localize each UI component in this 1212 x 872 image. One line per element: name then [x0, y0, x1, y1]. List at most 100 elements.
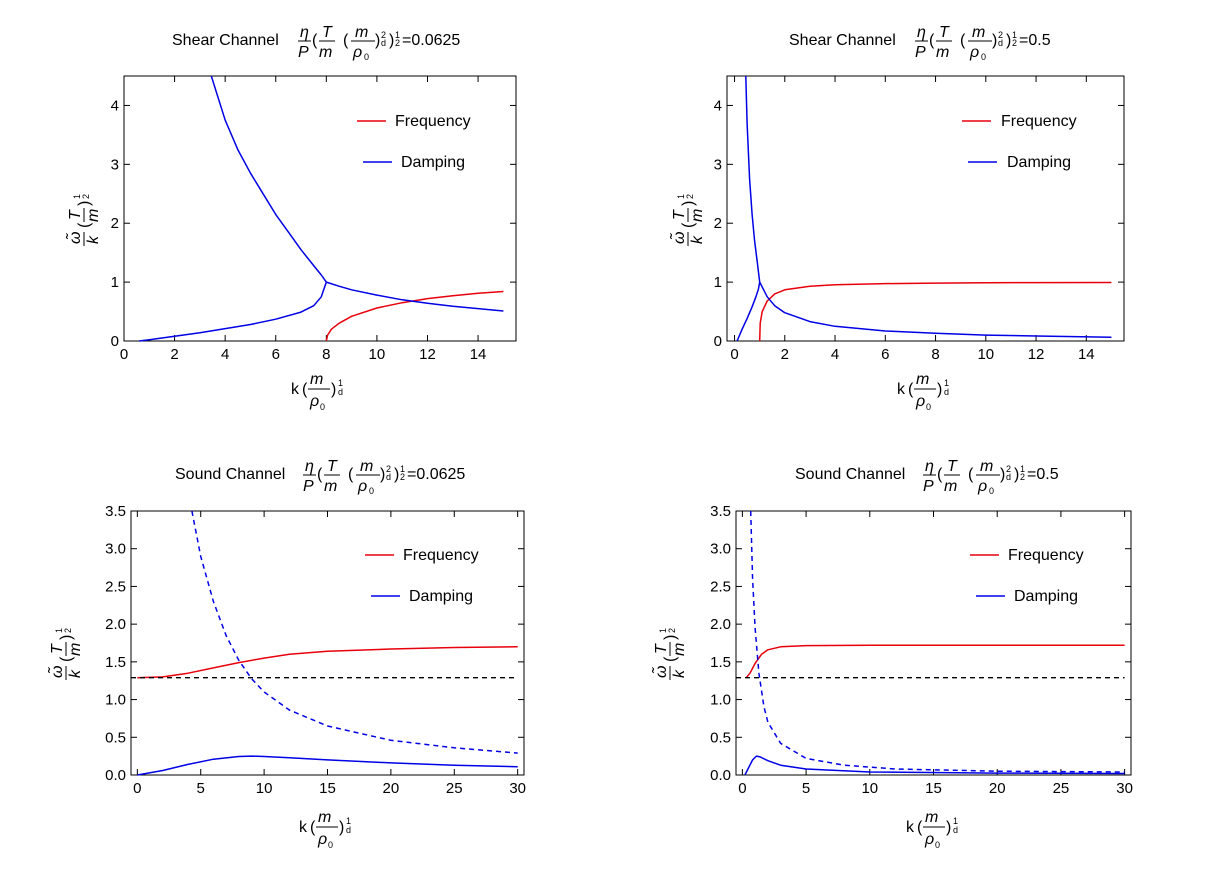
legend-frequency-label: Frequency	[403, 547, 479, 564]
plot-frame	[726, 75, 1125, 342]
title-t: T	[947, 458, 958, 475]
y-tick-label: 2	[714, 215, 722, 232]
x-label-m: m	[310, 371, 323, 388]
y-label-paren: )	[58, 635, 75, 640]
legend: Frequency Damping	[357, 113, 471, 171]
y-tick-label: 2.5	[710, 578, 731, 595]
x-tick-label: 15	[925, 780, 942, 797]
y-axis-ticks: 0.0 0.5 1.0 1.5 2.0 2.5 3.0 3.5	[105, 503, 524, 784]
x-label-paren: )	[339, 819, 344, 836]
plot-lines	[736, 510, 1125, 776]
x-tick-label: 15	[319, 780, 336, 797]
x-label-paren: (	[302, 381, 308, 398]
x-tick-label: 14	[470, 346, 487, 363]
x-label-exp: 1	[338, 378, 343, 388]
title-prefix: Shear Channel	[172, 32, 279, 49]
title-exp: d	[998, 38, 1003, 48]
x-label-k: k	[906, 819, 915, 836]
y-tick-label: 2.5	[105, 578, 126, 595]
y-tick-label: 0.0	[105, 767, 126, 784]
y-tick-label: 0	[714, 333, 722, 350]
title-paren: )	[1000, 466, 1005, 483]
y-label-paren: )	[76, 201, 93, 206]
title-paren: (	[348, 466, 354, 483]
plot-lines	[139, 75, 504, 342]
title-sub0: 0	[369, 486, 374, 496]
title-exp: 1	[1012, 30, 1017, 40]
x-tick-label: 5	[802, 780, 810, 797]
title-rho: ρ	[977, 478, 987, 495]
y-label-exp: 2	[63, 628, 73, 633]
x-axis-ticks: 0 5 10 15 20 25 30	[738, 511, 1133, 797]
title-rho: ρ	[352, 44, 362, 61]
title-p: P	[303, 478, 314, 495]
x-label-paren: (	[310, 819, 316, 836]
x-tick-label: 0	[120, 346, 128, 363]
x-label-paren: )	[937, 381, 942, 398]
panel-title: Sound Channel η P ( T m ( m ρ 0 ) 2 d ) …	[795, 458, 1059, 496]
x-tick-label: 20	[383, 780, 400, 797]
series-damping-lower	[139, 281, 328, 342]
title-p: P	[923, 478, 934, 495]
x-label-exp: d	[346, 825, 351, 835]
legend-damping-label: Damping	[1014, 588, 1078, 605]
title-exp: 2	[400, 472, 405, 482]
y-label-omega: ω̃	[668, 232, 688, 244]
x-tick-label: 0	[738, 780, 746, 797]
title-p: P	[298, 44, 309, 61]
legend: Frequency Damping	[970, 547, 1084, 605]
x-tick-label: 2	[170, 346, 178, 363]
legend-damping-label: Damping	[1007, 154, 1071, 171]
x-tick-label: 25	[446, 780, 463, 797]
x-label-rho: ρ	[924, 831, 934, 848]
title-t: T	[939, 24, 950, 41]
y-tick-label: 2	[111, 215, 119, 232]
title-paren: )	[1006, 32, 1011, 49]
y-tick-label: 3.5	[710, 503, 731, 520]
x-tick-label: 12	[419, 346, 436, 363]
series-frequency	[745, 644, 1125, 679]
y-label-omega: ω̃	[650, 666, 670, 678]
x-tick-label: 10	[861, 780, 878, 797]
title-m: m	[355, 24, 368, 41]
y-tick-label: 3.0	[710, 541, 731, 558]
x-axis-ticks: 0 5 10 15 20 25 30	[133, 511, 526, 797]
legend-damping-label: Damping	[409, 588, 473, 605]
y-label-exp: 1	[72, 194, 82, 199]
title-eta: η	[300, 24, 309, 41]
title-prefix: Shear Channel	[789, 32, 896, 49]
y-tick-label: 2.0	[105, 616, 126, 633]
title-exp: 1	[1020, 464, 1025, 474]
title-paren: (	[968, 466, 974, 483]
series-frequency	[758, 281, 1112, 342]
y-tick-label: 0	[111, 333, 119, 350]
y-tick-label: 1	[111, 274, 119, 291]
y-axis-label: ω̃ k ( T m ) 1 2	[650, 628, 688, 680]
y-label-t: T	[67, 209, 84, 220]
plot-lines	[736, 75, 1112, 342]
title-m: m	[319, 44, 332, 61]
x-tick-label: 10	[977, 346, 994, 363]
y-tick-label: 3	[111, 156, 119, 173]
plot-frame	[123, 75, 517, 342]
title-m: m	[324, 478, 337, 495]
title-exp: 2	[386, 464, 391, 474]
y-axis-ticks: 0.0 0.5 1.0 1.5 2.0 2.5 3.0 3.5	[710, 503, 1131, 784]
y-label-m: m	[671, 643, 688, 656]
x-tick-label: 4	[221, 346, 229, 363]
title-paren: (	[343, 32, 349, 49]
title-m: m	[972, 24, 985, 41]
x-label-exp: d	[338, 387, 343, 397]
x-label-rho: ρ	[317, 831, 327, 848]
panel-title: Sound Channel η P ( T m ( m ρ 0 ) 2 d ) …	[175, 458, 465, 496]
title-paren: )	[992, 32, 997, 49]
y-label-paren: )	[680, 201, 697, 206]
series-damping	[137, 755, 518, 776]
panel-shear-0625: Shear Channel η P ( T m ( m ρ 0 ) 2 d ) …	[64, 24, 517, 412]
y-label-k: k	[67, 669, 84, 678]
x-label-exp: 1	[953, 816, 958, 826]
y-axis-ticks: 0 1 2 3 4	[111, 97, 516, 350]
y-tick-label: 1.0	[105, 692, 126, 709]
series-damping-lower	[736, 281, 761, 342]
